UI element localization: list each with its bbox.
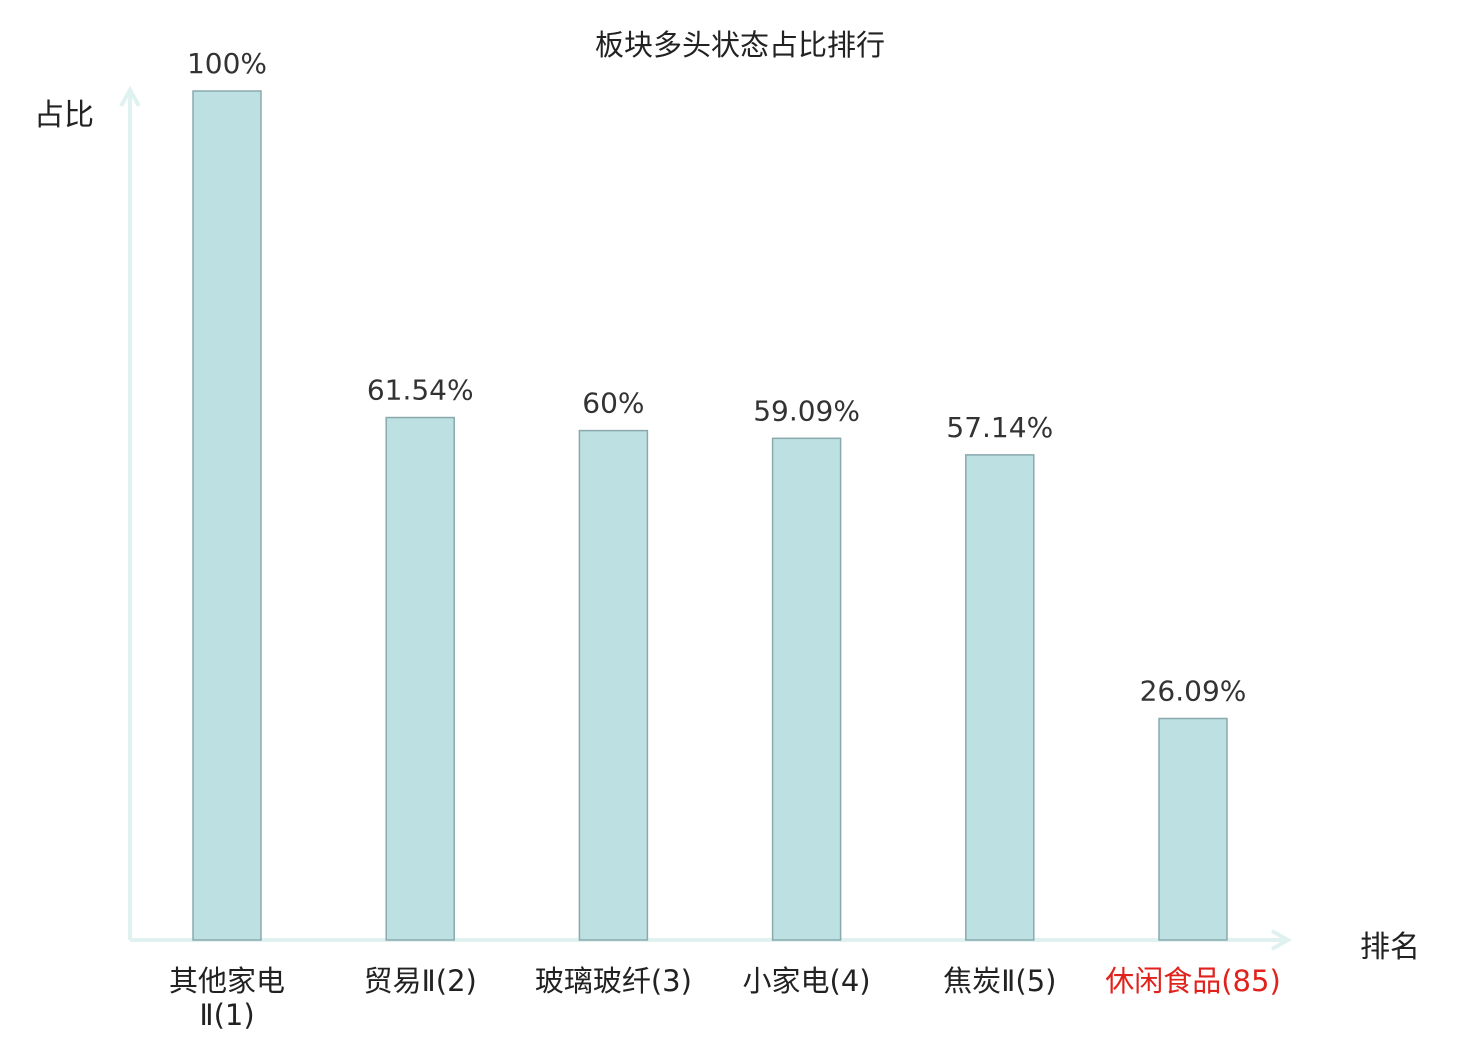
value-labels: 100% 61.54% 60% 59.09% 57.14% 26.09%	[187, 47, 1246, 707]
y-axis-label: 占比	[34, 98, 94, 133]
value-label: 100%	[187, 47, 267, 80]
category-label: 休闲食品(85)	[1105, 964, 1281, 998]
y-axis-arrow	[119, 85, 141, 107]
category-label: 小家电(4)	[742, 964, 871, 998]
bar	[385, 416, 455, 941]
bar	[192, 90, 262, 941]
value-label: 26.09%	[1140, 674, 1247, 707]
category-label: 焦炭Ⅱ(5)	[943, 964, 1057, 998]
value-label: 57.14%	[946, 411, 1053, 444]
value-label: 60%	[582, 387, 644, 420]
category-label: 贸易Ⅱ(2)	[363, 964, 477, 998]
x-axis-arrow	[1271, 929, 1293, 951]
x-axis-label: 排名	[1360, 930, 1420, 965]
category-label: 玻璃玻纤(3)	[534, 964, 692, 998]
axes	[119, 85, 1293, 951]
bars	[192, 90, 1228, 941]
bar	[771, 437, 842, 941]
category-label: 其他家电Ⅱ(1)	[168, 964, 285, 1032]
bar	[1158, 717, 1228, 941]
bar	[578, 429, 649, 941]
value-label: 59.09%	[753, 394, 860, 427]
chart-title: 板块多头状态占比排行	[594, 28, 885, 62]
value-label: 61.54%	[367, 374, 474, 407]
bar	[965, 454, 1035, 941]
